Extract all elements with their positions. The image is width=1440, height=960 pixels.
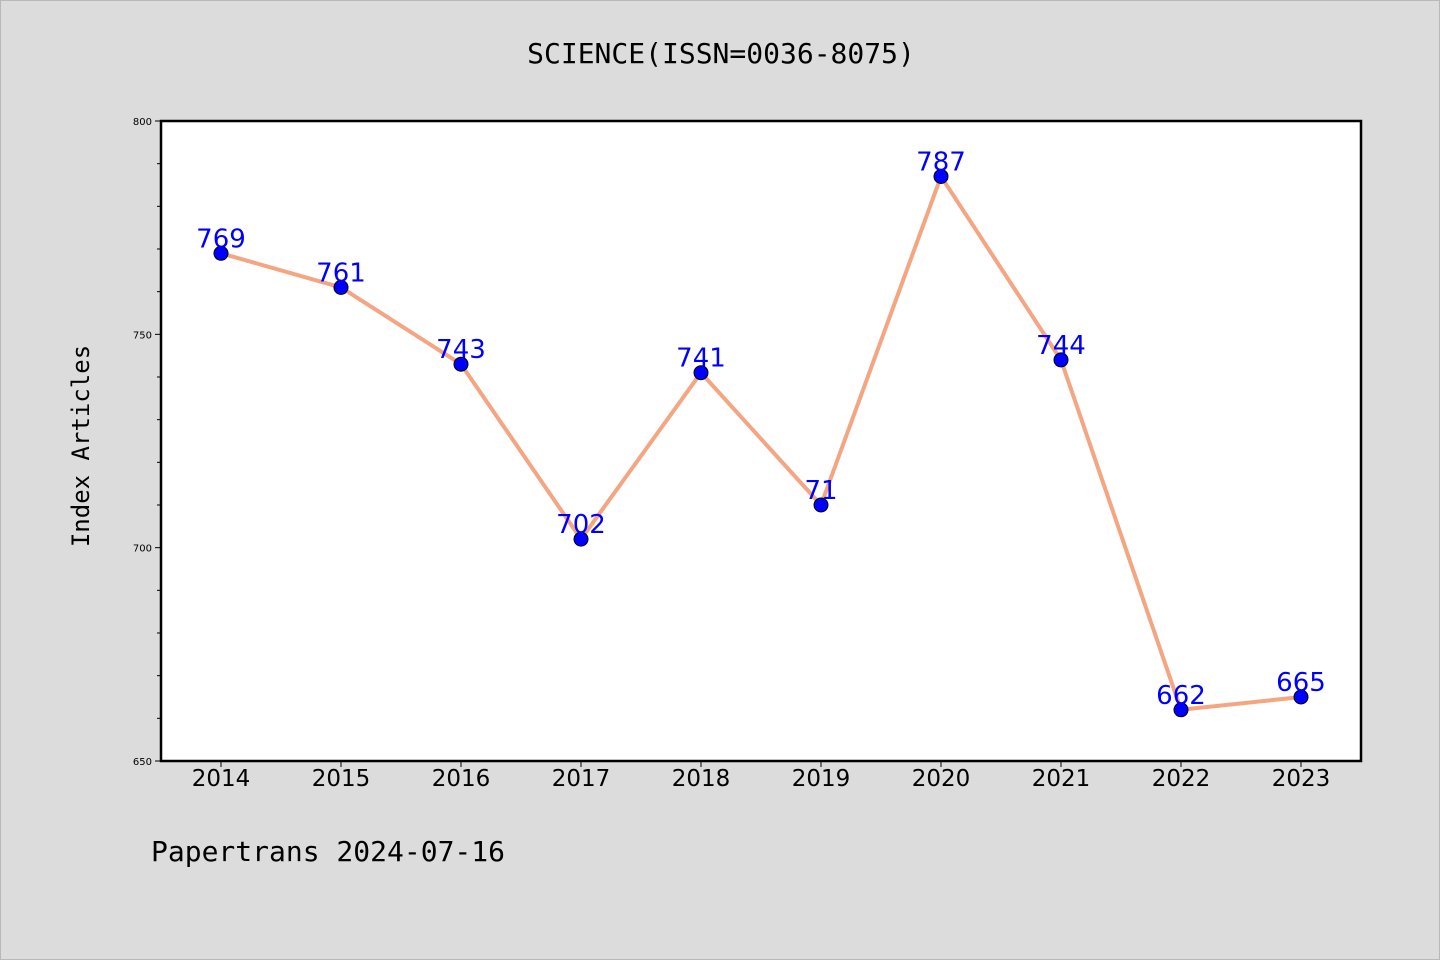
x-tick-label: 2019 [792, 766, 851, 792]
chart-title: SCIENCE(ISSN=0036-8075) [527, 37, 915, 70]
data-point [453, 356, 469, 372]
series-line [219, 174, 1303, 712]
data-label: 744 [1036, 331, 1086, 361]
data-point [933, 168, 949, 184]
x-tick-label: 2020 [912, 766, 971, 792]
footer-credit: Papertrans 2024-07-16 [151, 835, 506, 868]
data-label: 769 [196, 224, 246, 254]
x-tick-label: 2022 [1152, 766, 1211, 792]
y-tick-label: 700 [133, 544, 152, 555]
y-tick-label: 800 [133, 117, 152, 128]
data-label: 702 [556, 510, 606, 540]
x-tick-label: 2015 [312, 766, 371, 792]
data-point [813, 497, 829, 513]
data-label: 741 [676, 344, 726, 374]
data-point [1053, 352, 1069, 368]
x-tick-label: 2016 [432, 766, 491, 792]
data-point [1293, 689, 1309, 705]
plot-frame [159, 119, 1363, 763]
data-label: 665 [1276, 668, 1326, 698]
x-tick-label: 2023 [1272, 766, 1331, 792]
data-label: 787 [916, 147, 966, 177]
data-point [573, 531, 589, 547]
y-tick-label: 650 [133, 757, 152, 768]
data-point [1173, 702, 1189, 718]
x-tick-label: 2017 [552, 766, 611, 792]
data-label: 743 [436, 335, 486, 365]
data-point [213, 245, 229, 261]
y-tick-label: 750 [133, 330, 152, 341]
data-label: 71 [804, 476, 837, 506]
x-tick-label: 2021 [1032, 766, 1091, 792]
data-label: 761 [316, 258, 366, 288]
data-point [333, 279, 349, 295]
data-point [693, 365, 709, 381]
x-tick-label: 2014 [192, 766, 251, 792]
x-tick-label: 2018 [672, 766, 731, 792]
data-label: 662 [1156, 681, 1206, 711]
